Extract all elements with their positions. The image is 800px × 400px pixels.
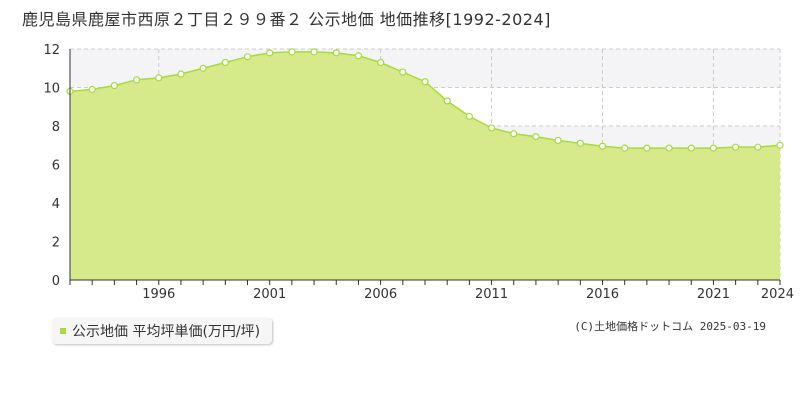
- data-point: [665, 144, 673, 152]
- data-point: [377, 58, 385, 67]
- y-tick-label: 6: [52, 159, 60, 174]
- data-point: [288, 48, 296, 56]
- data-point: [199, 64, 207, 72]
- data-point: [354, 52, 363, 60]
- data-point: [621, 144, 629, 152]
- data-point: [754, 143, 762, 151]
- x-tick-label: 2016: [586, 287, 619, 302]
- legend-swatch: [60, 328, 66, 334]
- data-point: [732, 143, 740, 151]
- data-point: [687, 144, 695, 152]
- data-point: [177, 70, 185, 78]
- y-tick-label: 4: [52, 197, 60, 212]
- x-tick-label: 2024: [761, 287, 794, 302]
- x-tick-label: 2021: [697, 287, 730, 302]
- y-tick-label: 10: [43, 82, 60, 97]
- y-tick-label: 8: [52, 120, 60, 135]
- x-tick-label: 2006: [364, 287, 397, 302]
- data-point: [399, 68, 407, 76]
- credit-text: (C)土地価格ドットコム 2025-03-19: [574, 320, 766, 333]
- x-tick-label: 1996: [142, 287, 175, 302]
- data-point: [110, 81, 118, 90]
- data-point: [266, 49, 274, 57]
- data-point: [132, 76, 141, 84]
- data-point: [465, 112, 473, 120]
- x-tick-label: 2001: [253, 287, 286, 302]
- x-tick-labels: 1996 2001 2006 2011 2016 2021 2024: [142, 287, 794, 302]
- chart-axes: [69, 49, 781, 285]
- x-tick-label: 2011: [475, 287, 508, 302]
- data-point: [598, 142, 607, 150]
- y-tick-labels: 0 2 4 6 8 10 12: [43, 43, 60, 289]
- data-point: [643, 144, 651, 152]
- data-point: [243, 53, 252, 61]
- data-point: [421, 78, 429, 86]
- y-tick-label: 0: [52, 274, 60, 289]
- data-point: [443, 97, 451, 105]
- data-point: [576, 139, 584, 147]
- area-fill: [70, 51, 780, 281]
- data-point: [532, 132, 540, 141]
- data-point: [332, 49, 340, 57]
- legend: 公示地価 平均坪単価(万円/坪): [52, 318, 273, 344]
- data-point: [554, 136, 562, 145]
- data-point: [709, 144, 718, 152]
- y-tick-label: 2: [52, 236, 60, 251]
- chart-points: [66, 48, 784, 152]
- data-point: [776, 141, 784, 149]
- data-point: [310, 48, 318, 56]
- data-point: [221, 58, 229, 67]
- page-title: 鹿児島県鹿屋市西原２丁目２９９番２ 公示地価 地価推移[1992-2024]: [22, 10, 551, 29]
- data-point: [510, 130, 518, 138]
- y-tick-label: 12: [43, 43, 60, 58]
- data-point: [487, 124, 496, 132]
- legend-label: 公示地価 平均坪単価(万円/坪): [72, 324, 261, 340]
- data-point: [155, 74, 163, 82]
- data-point: [88, 85, 96, 94]
